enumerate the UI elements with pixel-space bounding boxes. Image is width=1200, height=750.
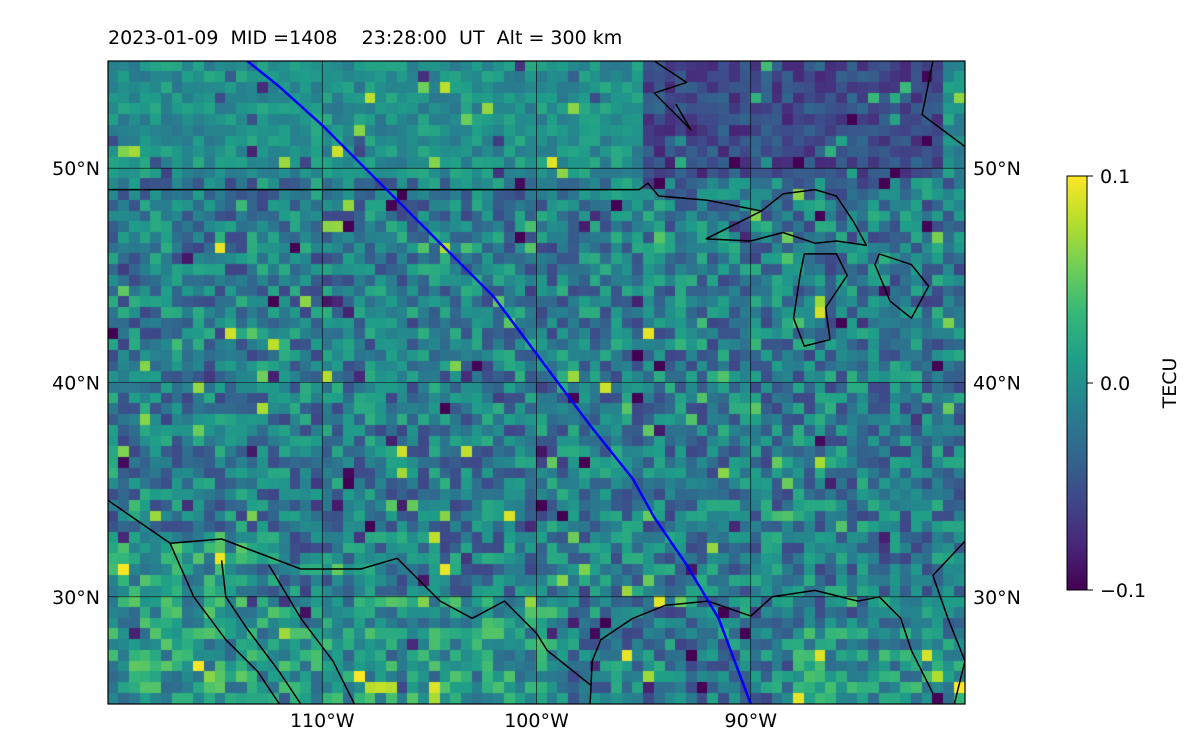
us-canada-border [108,182,762,212]
lat-tick-label-left: 40°N [52,373,100,395]
lat-tick-label-left: 50°N [52,158,100,180]
title-alt: Alt = 300 km [496,27,623,49]
colorbar-label: TECU [1159,358,1181,410]
gulf-coast [589,589,934,704]
lat-tick-label-left: 30°N [52,587,100,609]
lake-michigan [792,253,848,347]
satellite-track [246,61,752,704]
colorbar-tick-label: −0.1 [1100,580,1146,602]
colorbar-tick-label: 0.1 [1100,166,1130,188]
graticule [108,61,965,704]
colorbar-tick-label: 0.0 [1100,373,1130,395]
colorbar-gradient [1066,175,1088,591]
colorbar-ticks: 0.1 0.0 −0.1 [1087,166,1146,602]
baja-coast [169,542,281,704]
lon-tick-label: 100°W [504,710,569,732]
lake-superior [705,188,868,247]
us-mexico-border [108,499,591,686]
mexico-west-coast [268,564,356,704]
map-frame [107,60,966,705]
colorbar: 0.1 0.0 −0.1 TECU [1066,166,1181,602]
gulf-of-california [220,560,302,704]
title-date: 2023-01-09 [108,27,219,49]
hudson-bay-coast [653,61,692,131]
title-mid: MID =1408 [230,27,338,49]
lon-tick-label: 110°W [290,710,355,732]
map-title: 2023-01-09 MID =1408 23:28:00 UT Alt = 3… [108,29,622,48]
lake-huron [874,253,930,319]
lat-tick-label-right: 30°N [973,587,1021,609]
coastlines [108,61,965,704]
axis-ticks: 110°W 100°W 90°W 30°N 30°N 40°N 40°N 50°N 50°N [52,158,1021,732]
lat-tick-label-right: 50°N [973,158,1021,180]
lon-tick-label: 90°W [725,710,778,732]
atlantic-coast [932,540,965,704]
title-time: 23:28:00 UT [361,27,485,49]
james-bay-coast [921,61,965,148]
lat-tick-label-right: 40°N [973,373,1021,395]
